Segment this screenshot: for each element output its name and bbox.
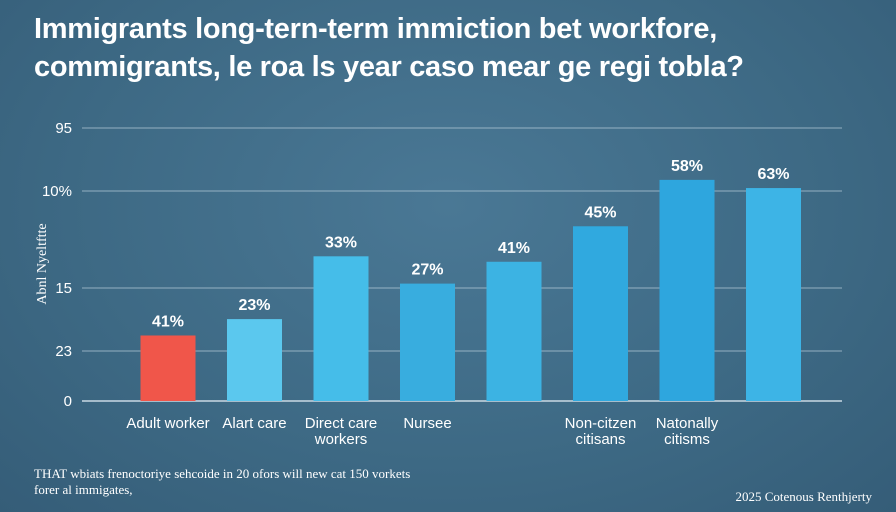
chart-title-line-2: commigrants, le roa ls year caso mear ge… [34, 51, 744, 83]
x-category-label: citisans [575, 431, 625, 448]
bar [400, 283, 455, 401]
data-label: 58% [671, 158, 703, 175]
x-category-label: Natonally [656, 415, 719, 432]
footnote: THAT wbiats frenoctoriye sehcoide in 20 … [34, 466, 594, 498]
y-tick-label: 23 [55, 343, 72, 360]
source-credit: 2025 Cotenous Renthjerty [735, 489, 873, 504]
x-category-label: Adult worker [126, 415, 209, 432]
bar [573, 226, 628, 401]
y-tick-label: 15 [55, 280, 72, 297]
x-category-label: workers [314, 431, 368, 448]
x-category-label: Nursee [403, 415, 451, 432]
x-category-label: Direct care [305, 415, 378, 432]
bar [313, 256, 369, 401]
bar [746, 188, 801, 401]
bar [140, 335, 196, 401]
chart-title-line-1: Immigrants long-tern-term immiction bet … [34, 13, 717, 45]
x-category-label: Alart care [222, 415, 286, 432]
chart-title: Immigrants long-tern-term immiction bet … [34, 10, 874, 86]
bar [227, 319, 282, 401]
footnote-line-1: THAT wbiats frenoctoriye sehcoide in 20 … [34, 466, 411, 481]
y-tick-label: 10% [42, 183, 72, 200]
data-label: 41% [152, 313, 184, 330]
data-label: 45% [584, 204, 616, 221]
data-label: 41% [498, 240, 530, 257]
data-label: 23% [238, 297, 270, 314]
data-label: 63% [757, 166, 789, 183]
x-category-label: citisms [664, 431, 710, 448]
data-label: 27% [411, 262, 443, 279]
y-tick-label: 0 [64, 393, 72, 410]
bar [486, 261, 542, 401]
y-tick-label: 95 [55, 120, 72, 137]
bar [659, 179, 715, 401]
footnote-line-2: forer al immigates, [34, 482, 133, 497]
data-label: 33% [325, 234, 357, 251]
x-category-label: Non-citzen [565, 415, 637, 432]
y-axis-label: Abnl Nyeltftte [35, 223, 50, 304]
